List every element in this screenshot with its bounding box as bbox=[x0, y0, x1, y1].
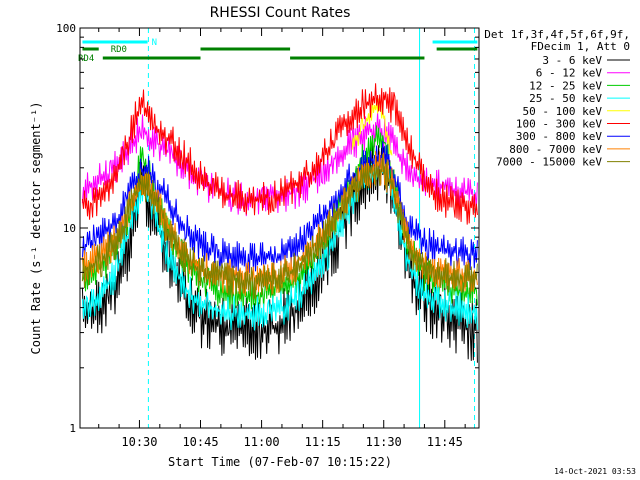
series-line-6 bbox=[81, 83, 478, 225]
footer-timestamp: 14-Oct-2021 03:53 bbox=[554, 467, 636, 476]
legend-label-1: 3 - 6 keV bbox=[542, 54, 602, 67]
legend-label-6: 100 - 300 keV bbox=[516, 118, 602, 131]
legend-label-3: 12 - 25 keV bbox=[529, 79, 602, 92]
legend-label-2: 6 - 12 keV bbox=[536, 67, 603, 80]
series-line-7 bbox=[81, 141, 478, 276]
y-tick-label-2: 10 bbox=[63, 222, 76, 235]
x-tick-label-3: 11:00 bbox=[244, 435, 280, 449]
legend-label-5: 50 - 100 keV bbox=[523, 105, 603, 118]
y-tick-label-3: 100 bbox=[56, 22, 76, 35]
chart-title: RHESSI Count Rates bbox=[210, 5, 351, 21]
x-tick-label-5: 11:30 bbox=[366, 435, 402, 449]
series-line-9 bbox=[81, 154, 478, 300]
legend-header-line-2: FDecim 1, Att 0 bbox=[531, 40, 630, 53]
plot-area: N RD0 RD4 bbox=[78, 28, 478, 428]
series-line-1 bbox=[81, 138, 478, 363]
y-axis-label: Count Rate (s⁻¹ detector segment⁻¹) bbox=[29, 102, 43, 355]
legend-label-4: 25 - 50 keV bbox=[529, 92, 602, 105]
legend: Det 1f,3f,4f,5f,6f,9f,FDecim 1, Att 03 -… bbox=[484, 28, 630, 169]
legend-label-8: 800 - 7000 keV bbox=[509, 143, 602, 156]
annotation-label-n: N bbox=[152, 38, 157, 48]
x-axis-label: Start Time (07-Feb-07 10:15:22) bbox=[168, 455, 392, 469]
x-tick-label-4: 11:15 bbox=[305, 435, 341, 449]
legend-header-line-1: Det 1f,3f,4f,5f,6f,9f, bbox=[484, 28, 630, 41]
x-tick-label-6: 11:45 bbox=[427, 435, 463, 449]
annotation-label-rd4: RD4 bbox=[78, 54, 94, 64]
legend-label-9: 7000 - 15000 keV bbox=[496, 156, 602, 169]
series-line-5 bbox=[351, 98, 393, 156]
annotation-label-rd0: RD0 bbox=[111, 45, 127, 55]
axes: 1 10 100 10:30 10:45 11:00 11:15 11:30 11:45 bbox=[56, 22, 479, 449]
y-tick-label-1: 1 bbox=[69, 422, 76, 435]
x-tick-label-2: 10:45 bbox=[182, 435, 218, 449]
legend-label-7: 300 - 800 keV bbox=[516, 130, 602, 143]
x-tick-label-1: 10:30 bbox=[121, 435, 157, 449]
